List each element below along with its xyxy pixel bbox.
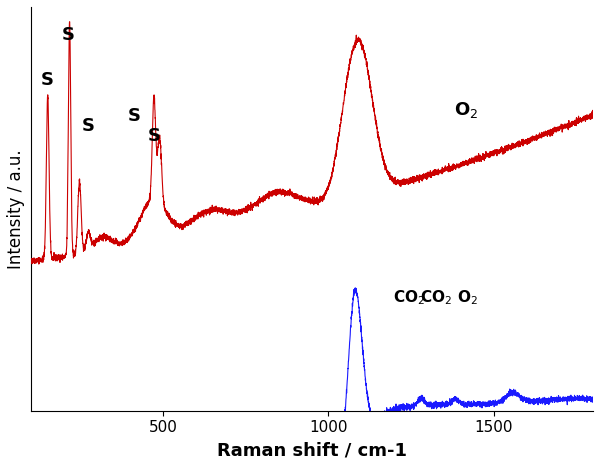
- Text: S: S: [128, 107, 141, 124]
- Text: S: S: [82, 116, 95, 135]
- Text: CO$_2$: CO$_2$: [393, 288, 425, 307]
- Text: S: S: [148, 127, 161, 145]
- Y-axis label: Intensity / a.u.: Intensity / a.u.: [7, 149, 25, 269]
- Text: O$_2$: O$_2$: [454, 101, 478, 121]
- Text: S: S: [62, 26, 75, 44]
- X-axis label: Raman shift / cm-1: Raman shift / cm-1: [217, 441, 407, 459]
- Text: S: S: [40, 71, 53, 89]
- Text: CO$_2$: CO$_2$: [421, 288, 452, 307]
- Text: O$_2$: O$_2$: [457, 288, 478, 307]
